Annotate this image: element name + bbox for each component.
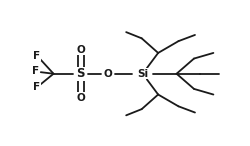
Text: F: F: [32, 66, 39, 77]
Text: O: O: [76, 93, 85, 103]
Text: O: O: [104, 69, 112, 79]
Text: F: F: [34, 51, 40, 61]
Text: O: O: [76, 45, 85, 55]
Text: S: S: [76, 67, 85, 80]
Text: Si: Si: [137, 69, 148, 79]
Text: F: F: [34, 82, 40, 92]
